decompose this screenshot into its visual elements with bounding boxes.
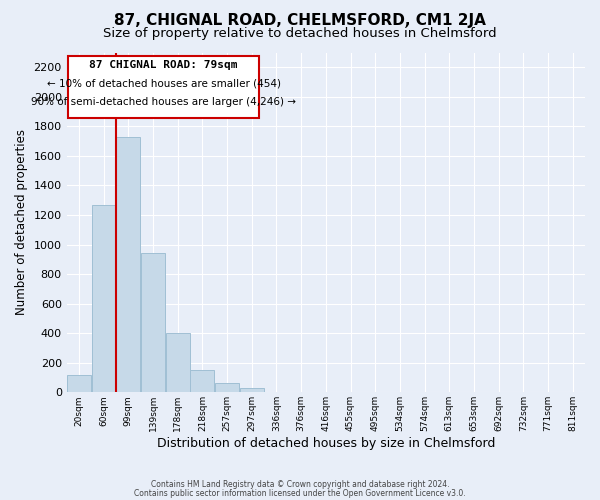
Text: 90% of semi-detached houses are larger (4,246) →: 90% of semi-detached houses are larger (…	[31, 97, 296, 107]
Bar	[190, 370, 214, 392]
FancyBboxPatch shape	[68, 56, 259, 118]
Y-axis label: Number of detached properties: Number of detached properties	[15, 130, 28, 316]
Bar	[92, 204, 116, 392]
Bar	[67, 374, 91, 392]
Text: 87, CHIGNAL ROAD, CHELMSFORD, CM1 2JA: 87, CHIGNAL ROAD, CHELMSFORD, CM1 2JA	[114, 12, 486, 28]
Text: 87 CHIGNAL ROAD: 79sqm: 87 CHIGNAL ROAD: 79sqm	[89, 60, 238, 70]
Text: Size of property relative to detached houses in Chelmsford: Size of property relative to detached ho…	[103, 28, 497, 40]
Text: ← 10% of detached houses are smaller (454): ← 10% of detached houses are smaller (45…	[47, 78, 281, 88]
Bar	[141, 254, 165, 392]
Bar	[116, 136, 140, 392]
Bar	[215, 382, 239, 392]
Text: Contains public sector information licensed under the Open Government Licence v3: Contains public sector information licen…	[134, 488, 466, 498]
Text: Contains HM Land Registry data © Crown copyright and database right 2024.: Contains HM Land Registry data © Crown c…	[151, 480, 449, 489]
Bar	[166, 333, 190, 392]
X-axis label: Distribution of detached houses by size in Chelmsford: Distribution of detached houses by size …	[157, 437, 495, 450]
Bar	[240, 388, 264, 392]
